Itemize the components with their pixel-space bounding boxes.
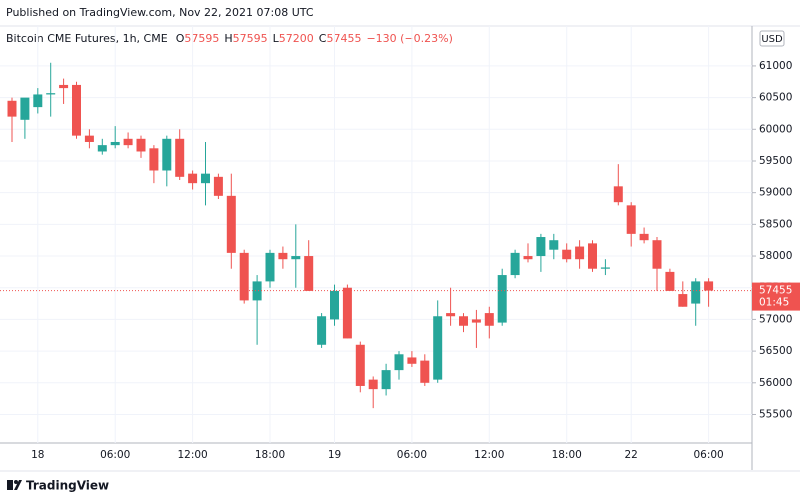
candle-body (278, 252, 288, 260)
candle-body (149, 148, 159, 171)
x-tick-label: 06:00 (397, 449, 427, 461)
candle-body (110, 141, 120, 146)
y-tick-label: 60500 (759, 92, 792, 104)
candle-body (407, 357, 417, 364)
candle-body (226, 195, 236, 253)
candle-body (600, 267, 610, 269)
candle-body (201, 173, 210, 184)
x-tick-label: 19 (328, 449, 341, 461)
legend-text: L (273, 32, 280, 45)
legend-text: 57595 (184, 32, 219, 45)
legend-text: O (176, 32, 185, 45)
legend-text: 57455 (326, 32, 361, 45)
candle-body (497, 275, 507, 323)
candle-body (59, 84, 69, 89)
candle-body (265, 252, 275, 282)
candle-body (510, 252, 520, 276)
legend-text: C (319, 32, 327, 45)
x-tick-label: 18:00 (552, 449, 582, 461)
candle-body (239, 252, 249, 301)
candle-body (188, 173, 198, 184)
candle-body (394, 354, 404, 371)
published-header: Published on TradingView.com, Nov 22, 20… (6, 6, 314, 19)
candle-body (252, 281, 262, 301)
y-tick-label: 59000 (759, 187, 792, 199)
legend: Bitcoin CME Futures, 1h, CME O57595 H57595… (6, 32, 453, 45)
candle-body (652, 240, 662, 269)
candle-body (446, 313, 456, 317)
y-tick-label: 61000 (759, 60, 792, 72)
candle-body (626, 205, 636, 234)
x-tick-label: 18 (31, 449, 44, 461)
candle-body (123, 138, 133, 146)
candle-body (97, 145, 107, 152)
y-tick-label: 57000 (759, 313, 792, 325)
candle-body (678, 294, 688, 307)
candle-body (7, 100, 17, 117)
currency-box (759, 30, 785, 47)
x-tick-label: 12:00 (177, 449, 207, 461)
footer-brand: TradingView (26, 479, 109, 493)
candle-body (536, 237, 546, 257)
candle-body (304, 256, 314, 291)
countdown-label: 01:45 (759, 297, 789, 309)
candle-body (291, 256, 301, 260)
candle-body (162, 138, 172, 171)
x-tick-label: 18:00 (255, 449, 285, 461)
candle-body (355, 344, 365, 386)
candle-body (33, 94, 43, 108)
legend-text: 57200 (279, 32, 314, 45)
candle-body (84, 135, 94, 142)
candle-body (471, 319, 481, 323)
candle-body (381, 370, 391, 390)
y-tick-label: 56500 (759, 345, 792, 357)
x-tick-label: 06:00 (100, 449, 130, 461)
candle-body (665, 271, 675, 291)
y-tick-label: 58500 (759, 218, 792, 230)
candle-body (639, 233, 649, 241)
x-tick-label: 22 (625, 449, 638, 461)
y-tick-label: 60000 (759, 123, 792, 135)
candle-body (213, 176, 223, 196)
logo (7, 480, 22, 490)
legend-text: 57595 (233, 32, 268, 45)
last-price-box (752, 282, 800, 311)
legend-text: Bitcoin CME Futures, 1h, CME (6, 32, 168, 45)
currency: USD (761, 34, 783, 45)
last-price-label: 57455 (759, 285, 792, 297)
candle-body (484, 313, 494, 326)
y-tick-label: 55500 (759, 408, 792, 420)
candle-body (704, 281, 714, 291)
candle-body (562, 249, 572, 260)
candle-body (420, 360, 430, 383)
x-tick-label: 06:00 (693, 449, 723, 461)
x-tick-label: 12:00 (474, 449, 504, 461)
candle-body (342, 287, 352, 339)
legend-text: −130 (−0.23%) (366, 32, 452, 45)
candle-body (136, 138, 146, 152)
y-tick-label: 58000 (759, 250, 792, 262)
candle-body (549, 240, 559, 250)
candle-body (459, 316, 468, 326)
legend-text: H (224, 32, 232, 45)
candle-body (317, 316, 327, 345)
candle-body (588, 243, 597, 269)
candle-body (691, 281, 701, 304)
candle-body (613, 186, 623, 203)
candle-body (330, 290, 339, 320)
candle-body (575, 246, 585, 260)
y-tick-label: 59500 (759, 155, 792, 167)
candle-body (46, 93, 56, 95)
candle-body (433, 316, 443, 380)
candle-body (20, 97, 30, 120)
candle-body (523, 256, 533, 260)
candle-body (368, 379, 378, 390)
y-tick-label: 56000 (759, 377, 792, 389)
candle-body (72, 84, 81, 136)
candle-body (175, 138, 185, 177)
